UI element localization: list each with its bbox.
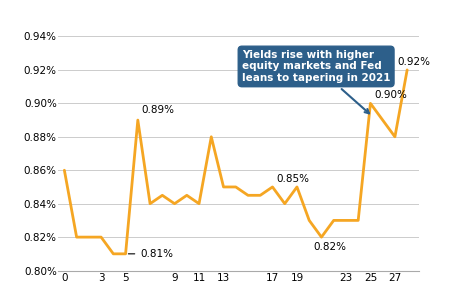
Text: 0.89%: 0.89% [142, 105, 174, 115]
Text: 0.90%: 0.90% [374, 90, 407, 100]
Text: 0.85%: 0.85% [276, 174, 309, 184]
Text: 0.92%: 0.92% [397, 57, 431, 67]
Text: Yields rise with higher
equity markets and Fed
leans to tapering in 2021: Yields rise with higher equity markets a… [242, 50, 391, 113]
Text: 0.82%: 0.82% [313, 242, 346, 252]
Text: 0.81%: 0.81% [128, 249, 173, 259]
